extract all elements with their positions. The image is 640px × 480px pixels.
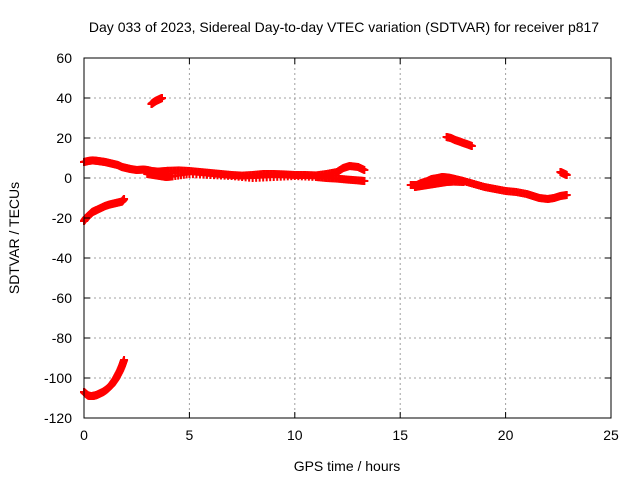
- y-axis-label: SDTVAR / TECUs: [6, 182, 22, 294]
- data-point: [157, 94, 166, 102]
- x-tick-label: 15: [392, 427, 408, 443]
- data-point: [459, 178, 468, 186]
- x-tick-label: 0: [80, 427, 88, 443]
- series-segment-b-lower-curve: [80, 195, 129, 225]
- x-axis-label: GPS time / hours: [294, 458, 401, 474]
- x-tick-label: 10: [287, 427, 303, 443]
- axis-ticks: [83, 57, 612, 419]
- chart-title: Day 033 of 2023, Sidereal Day-to-day VTE…: [89, 19, 599, 35]
- y-tick-label: 0: [64, 170, 72, 186]
- y-tick-label: -20: [52, 210, 72, 226]
- y-tick-label: 40: [56, 90, 72, 106]
- y-tick-label: -100: [44, 370, 72, 386]
- series-segment-c-bottom-curve: [80, 356, 129, 400]
- x-tick-label: 25: [603, 427, 619, 443]
- y-tick-label: -120: [44, 410, 72, 426]
- data-point: [120, 356, 129, 364]
- y-tick-label: 60: [56, 50, 72, 66]
- y-tick-label: -40: [52, 250, 72, 266]
- data-point: [467, 142, 476, 150]
- series-segment-g-lower-right: [410, 177, 468, 191]
- y-tick-label: 20: [56, 130, 72, 146]
- data-point: [120, 195, 129, 203]
- plot-frame: [83, 57, 612, 419]
- series-segment-h-tiny-right: [556, 168, 571, 179]
- series-segment-d-small-arc: [147, 94, 166, 108]
- series-segment-e-descending: [442, 133, 476, 150]
- y-tick-label: -60: [52, 290, 72, 306]
- y-tick-label: -80: [52, 330, 72, 346]
- x-tick-label: 20: [498, 427, 514, 443]
- series-segment-a-lower: [143, 170, 369, 185]
- x-axis-tick-labels: 0 5 10 15 20 25: [80, 427, 619, 443]
- x-tick-label: 5: [186, 427, 194, 443]
- data-points: [80, 94, 571, 400]
- data-point: [562, 191, 571, 199]
- data-point: [360, 166, 369, 174]
- data-point: [562, 171, 571, 179]
- data-point: [360, 177, 369, 185]
- y-axis-tick-labels: -120 -100 -80 -60 -40 -20 0 20 40 60: [44, 50, 72, 426]
- grid-lines: [84, 58, 611, 418]
